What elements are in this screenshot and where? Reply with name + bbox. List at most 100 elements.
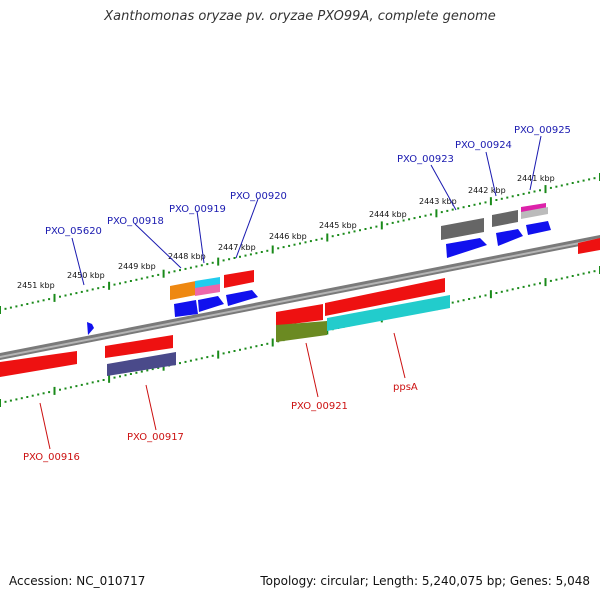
scale-dot	[184, 267, 187, 270]
scale-tick	[53, 293, 56, 302]
scale-dot	[135, 278, 138, 281]
gene-feature	[87, 322, 94, 335]
scale-dot	[26, 396, 29, 398]
gene-label: PXO_00918	[107, 216, 164, 227]
scale-dot	[151, 368, 154, 371]
scale-dot	[571, 182, 574, 184]
scale-tick	[162, 269, 165, 278]
scale-dot	[42, 392, 45, 395]
scale-tick	[489, 197, 492, 206]
scale-dot	[397, 220, 400, 223]
scale-label: 2448 kbp	[168, 252, 206, 261]
scale-dot	[255, 345, 258, 348]
scale-dot	[315, 238, 318, 241]
gene-label: PXO_00925	[514, 125, 571, 136]
scale-dot	[4, 400, 7, 403]
scale-tick	[0, 399, 1, 407]
scale-dot	[249, 253, 252, 256]
scale-dot	[571, 275, 574, 277]
scale-dot	[184, 360, 187, 363]
scale-dot	[528, 284, 531, 287]
scale-dot	[69, 293, 72, 296]
scale-dot	[560, 277, 563, 280]
scale-dot	[473, 203, 476, 206]
gene-feature	[198, 296, 224, 312]
scale-dot	[179, 269, 181, 272]
scale-dot	[549, 279, 552, 282]
gene-feature	[224, 270, 254, 288]
gene-feature	[578, 238, 600, 254]
scale-dot	[484, 201, 487, 204]
scale-tick	[489, 290, 492, 299]
scale-dot	[468, 205, 471, 207]
scale-dot	[342, 232, 345, 235]
scale-dot	[266, 342, 269, 345]
scale-dot	[533, 190, 536, 193]
scale-dot	[429, 213, 432, 216]
gene-label: PXO_00919	[169, 204, 226, 215]
scale-tick	[53, 386, 56, 395]
scale-dot	[9, 306, 12, 309]
scale-dot	[517, 287, 520, 290]
scale-dot	[522, 192, 525, 195]
scale-dot	[228, 258, 231, 261]
gene-label: PXO_00924	[455, 140, 512, 151]
topology-text: Topology: circular; Length: 5,240,075 bp…	[260, 574, 590, 588]
scale-dot	[233, 257, 236, 259]
scale-dot	[31, 394, 34, 397]
scale-tick	[108, 374, 111, 383]
scale-tick	[0, 306, 1, 314]
scale-dot	[48, 298, 51, 301]
scale-dot	[348, 231, 351, 234]
scale-dot	[140, 277, 143, 280]
scale-dot	[299, 242, 301, 245]
scale-label: 2446 kbp	[269, 232, 307, 241]
scale-dot	[249, 346, 252, 349]
scale-dot	[582, 179, 585, 182]
gene-feature	[105, 335, 173, 358]
scale-dot	[20, 304, 23, 307]
scale-dot	[206, 263, 209, 266]
scale-dot	[9, 399, 12, 402]
gene-label: PXO_00917	[127, 432, 184, 443]
scale-dot	[364, 228, 367, 230]
scale-dot	[189, 266, 192, 269]
scale-dot	[113, 376, 116, 379]
scale-dot	[91, 288, 94, 291]
scale-dot	[119, 282, 121, 285]
gene-feature	[170, 281, 196, 300]
scale-dot	[353, 230, 356, 233]
scale-dot	[462, 299, 465, 302]
scale-dot	[211, 354, 214, 357]
scale-dot	[206, 356, 209, 359]
scale-dot	[457, 300, 460, 303]
scale-dot	[59, 295, 61, 298]
gene-features-bottom	[0, 278, 450, 377]
scale-dot	[200, 357, 203, 360]
scale-tick	[326, 233, 329, 242]
scale-dot	[157, 366, 160, 369]
scale-dot	[528, 191, 531, 194]
scale-dot	[451, 301, 454, 304]
scale-dot	[64, 294, 67, 297]
accession-text: Accession: NC_010717	[9, 574, 146, 588]
scale-dot	[255, 252, 258, 255]
scale-dot	[566, 276, 569, 279]
gene-feature	[327, 295, 450, 331]
scale-dot	[277, 247, 280, 250]
scale-dot	[26, 303, 29, 305]
scale-dot	[222, 352, 225, 355]
scale-tick	[108, 281, 111, 290]
scale-dot	[266, 249, 269, 252]
scale-label: 2444 kbp	[369, 210, 407, 219]
scale-dot	[200, 264, 203, 267]
scale-dot	[462, 206, 465, 209]
scale-dot	[211, 261, 214, 264]
scale-dot	[539, 189, 541, 192]
scale-dot	[533, 283, 536, 286]
scale-dot	[282, 246, 285, 249]
scale-dot	[239, 255, 241, 258]
scale-dot	[31, 301, 34, 304]
scale-tick	[271, 245, 274, 254]
